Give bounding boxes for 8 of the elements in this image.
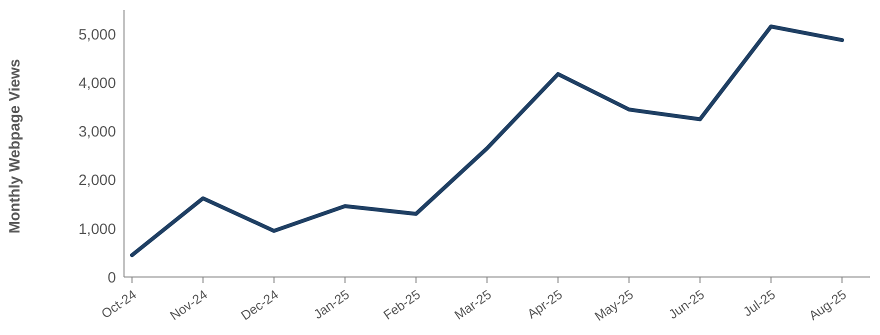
y-tick-label: 2,000 [78, 172, 116, 190]
line-series [130, 24, 844, 258]
y-tick-label: 1,000 [78, 220, 116, 238]
y-tick-label: 5,000 [78, 26, 116, 44]
y-axis-title: Monthly Webpage Views [6, 59, 24, 234]
y-tick-label: 4,000 [78, 75, 116, 92]
y-tick-label: 0 [108, 269, 116, 286]
y-tick-label: 3,000 [78, 124, 116, 141]
